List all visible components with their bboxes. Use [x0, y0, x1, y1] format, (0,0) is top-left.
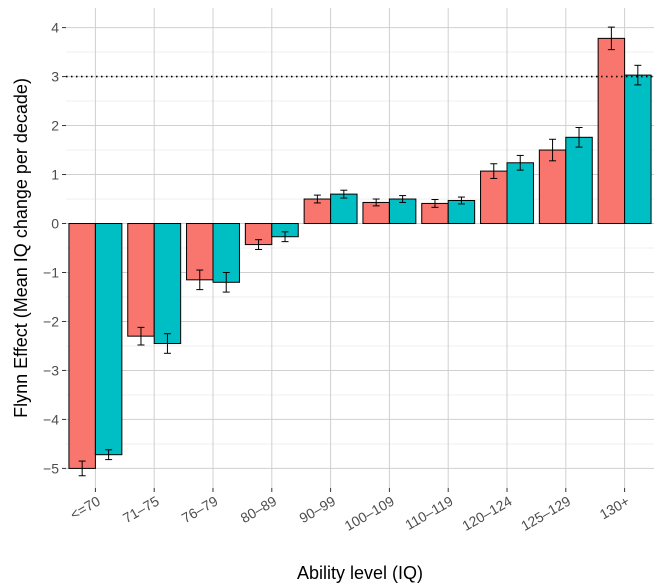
y-axis-title: Flynn Effect (Mean IQ change per decade)	[11, 78, 31, 418]
y-axis-ticks: −5 −4 −3 −2 −1 0 1 2 3 4	[43, 20, 66, 476]
x-tick-label: 71–75	[120, 493, 162, 526]
bar	[153, 223, 182, 345]
x-tick-label: 120–124	[459, 493, 514, 534]
x-tick-label: 130+	[597, 493, 632, 523]
bar	[94, 223, 123, 456]
x-tick-label: 90–99	[296, 493, 338, 526]
bar	[565, 136, 593, 225]
bar	[127, 223, 155, 337]
y-tick-label: 0	[51, 216, 59, 232]
y-tick-label: −1	[43, 264, 59, 280]
grid	[66, 8, 654, 488]
y-tick-label: −5	[43, 460, 59, 476]
bar	[68, 223, 96, 469]
bar	[388, 198, 417, 225]
y-tick-label: 2	[51, 118, 59, 134]
y-tick-label: −4	[43, 411, 59, 427]
x-tick-label: 80–89	[238, 493, 280, 526]
y-tick-label: 4	[51, 20, 59, 36]
y-tick-label: 3	[51, 69, 59, 85]
error-bars	[78, 26, 642, 477]
bar	[624, 74, 652, 225]
bars	[68, 37, 652, 469]
x-tick-label: 125–129	[518, 493, 573, 534]
y-tick-label: −2	[43, 313, 59, 329]
x-tick-label: <=70	[67, 493, 103, 523]
y-tick-label: 1	[51, 167, 59, 183]
y-tick-label: −3	[43, 362, 59, 378]
x-tick-label: 76–79	[179, 493, 221, 526]
x-tick-label: 100–109	[342, 493, 397, 534]
x-axis-ticks: <=70 71–75 76–79 80–89 90–99 100–109 110–119 12…	[67, 488, 632, 534]
bar	[506, 162, 534, 225]
bar	[480, 170, 508, 225]
x-tick-label: 110–119	[402, 493, 456, 533]
x-axis-title: Ability level (IQ)	[297, 563, 423, 583]
bar	[597, 37, 626, 225]
bar	[330, 193, 358, 225]
